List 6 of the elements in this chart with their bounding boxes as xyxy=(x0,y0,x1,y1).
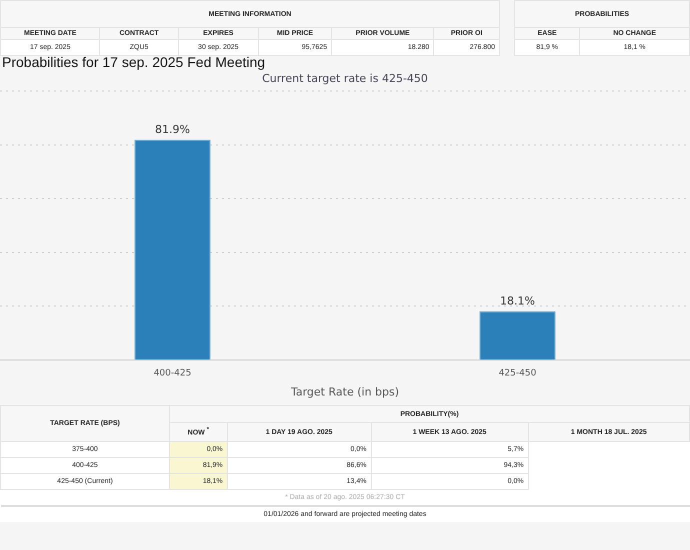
chart-subtitle: Current target rate is 425-450 xyxy=(261,72,429,85)
x-tick-label: 425-450 xyxy=(498,368,537,379)
chart-title: Probabilities for 17 sep. 2025 Fed Meeting xyxy=(2,54,266,72)
data-label: 18.1% xyxy=(500,294,535,308)
x-axis-title: Target Rate (in bps) xyxy=(290,385,400,398)
data-label: 81.9% xyxy=(155,123,190,136)
